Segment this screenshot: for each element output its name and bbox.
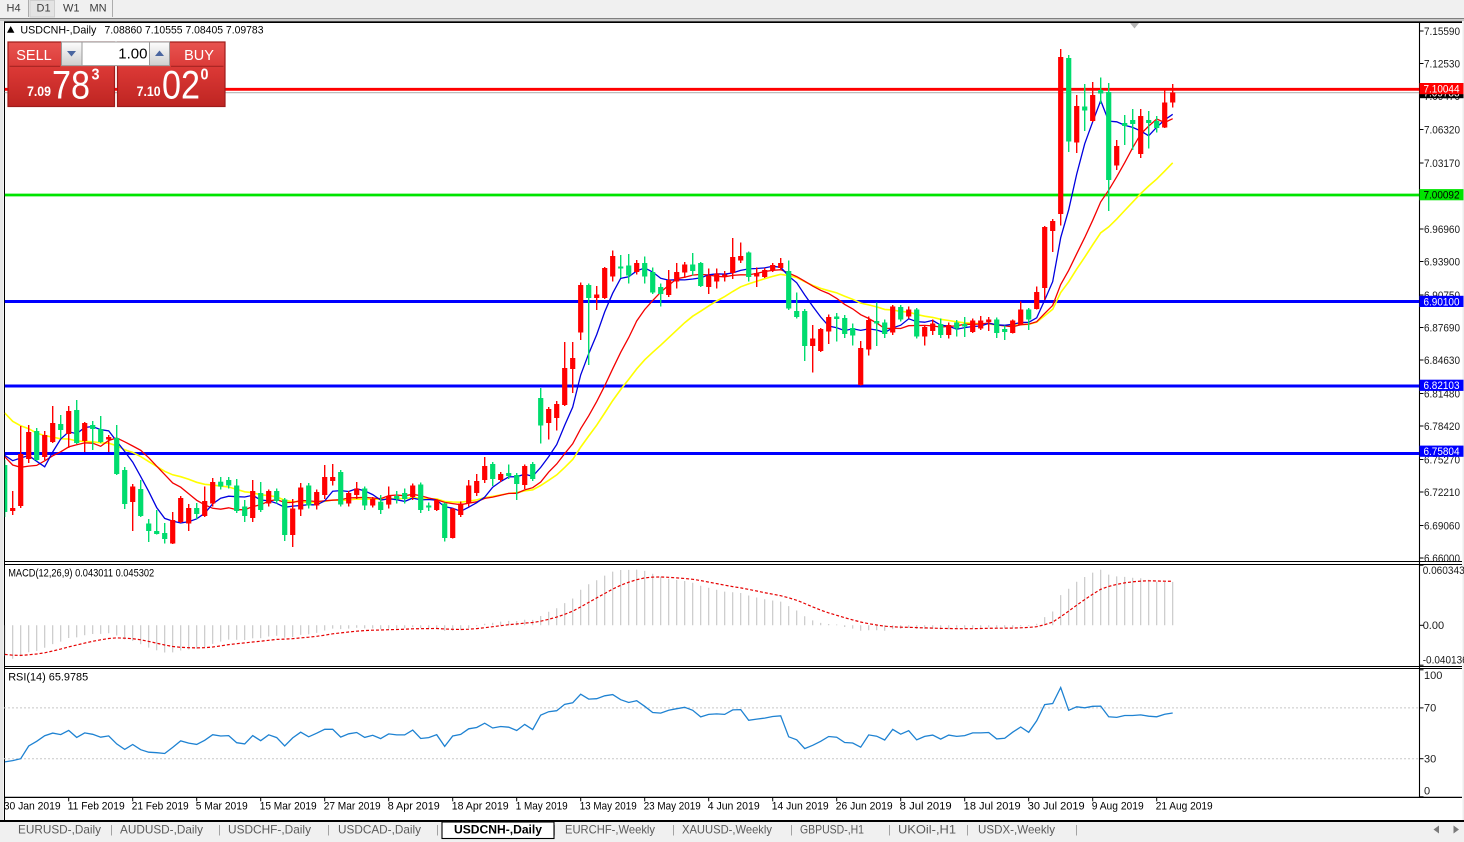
svg-text:6.66000: 6.66000: [1424, 553, 1460, 565]
svg-text:11 Feb 2019: 11 Feb 2019: [68, 801, 125, 813]
svg-text:XAUUSD-,Weekly: XAUUSD-,Weekly: [682, 823, 772, 837]
svg-text:7.03170: 7.03170: [1424, 158, 1460, 170]
svg-text:USDCNH-,Daily: USDCNH-,Daily: [454, 823, 542, 837]
svg-text:4 Jun 2019: 4 Jun 2019: [708, 801, 760, 813]
svg-text:6.78420: 6.78420: [1424, 421, 1460, 433]
svg-text:18 Apr 2019: 18 Apr 2019: [452, 801, 509, 813]
svg-text:EURCHF-,Weekly: EURCHF-,Weekly: [565, 823, 655, 837]
svg-text:18 Jul 2019: 18 Jul 2019: [964, 801, 1021, 813]
svg-text:|: |: [790, 824, 793, 836]
svg-text:8 Apr 2019: 8 Apr 2019: [388, 801, 440, 813]
svg-text:78: 78: [52, 63, 90, 107]
svg-text:1.00: 1.00: [118, 46, 147, 63]
svg-text:6.90100: 6.90100: [1424, 296, 1460, 308]
svg-text:7.08860 7.10555 7.08405 7.0978: 7.08860 7.10555 7.08405 7.09783: [105, 25, 264, 37]
svg-text:1 May 2019: 1 May 2019: [516, 801, 568, 813]
svg-text:21 Aug 2019: 21 Aug 2019: [1156, 801, 1213, 813]
svg-text:|: |: [218, 824, 221, 836]
svg-text:8 Jul 2019: 8 Jul 2019: [900, 801, 952, 813]
svg-text:RSI(14) 65.9785: RSI(14) 65.9785: [8, 672, 88, 684]
svg-text:W1: W1: [63, 3, 80, 15]
svg-text:100: 100: [1424, 670, 1442, 682]
svg-text:30 Jul 2019: 30 Jul 2019: [1028, 801, 1085, 813]
svg-text:USDX-,Weekly: USDX-,Weekly: [978, 823, 1055, 837]
svg-text:|: |: [1075, 824, 1078, 836]
svg-text:02: 02: [162, 63, 200, 107]
svg-text:6.93900: 6.93900: [1424, 256, 1460, 268]
svg-text:30: 30: [1424, 754, 1436, 766]
svg-text:9 Aug 2019: 9 Aug 2019: [1092, 801, 1144, 813]
svg-text:|: |: [966, 824, 969, 836]
svg-text:6.72210: 6.72210: [1424, 487, 1460, 499]
svg-text:MN: MN: [90, 3, 107, 15]
svg-text:15 Mar 2019: 15 Mar 2019: [260, 801, 317, 813]
svg-text:6.82103: 6.82103: [1424, 380, 1460, 392]
svg-text:7.06320: 7.06320: [1424, 124, 1460, 136]
svg-text:6.75270: 6.75270: [1424, 454, 1460, 466]
svg-text:|: |: [327, 824, 330, 836]
svg-text:0: 0: [201, 67, 209, 84]
svg-text:23 May 2019: 23 May 2019: [644, 801, 701, 813]
svg-text:6.75804: 6.75804: [1424, 446, 1460, 458]
svg-text:EURUSD-,Daily: EURUSD-,Daily: [18, 823, 101, 837]
svg-text:7.09: 7.09: [27, 83, 51, 99]
svg-text:14 Jun 2019: 14 Jun 2019: [772, 801, 829, 813]
svg-text:0: 0: [1424, 785, 1430, 797]
svg-text:UKOil-,H1: UKOil-,H1: [898, 823, 956, 837]
svg-text:|: |: [110, 824, 113, 836]
svg-text:USDCAD-,Daily: USDCAD-,Daily: [338, 823, 421, 837]
svg-text:BUY: BUY: [184, 48, 214, 64]
svg-text:6.81480: 6.81480: [1424, 388, 1460, 400]
svg-text:6.87690: 6.87690: [1424, 322, 1460, 334]
svg-text:7.15590: 7.15590: [1424, 26, 1460, 38]
svg-text:0.060343: 0.060343: [1423, 565, 1464, 577]
svg-text:27 Mar 2019: 27 Mar 2019: [324, 801, 381, 813]
svg-text:|: |: [436, 824, 439, 836]
svg-text:MACD(12,26,9) 0.043011 0.04530: MACD(12,26,9) 0.043011 0.045302: [8, 568, 154, 580]
svg-text:GBPUSD-,H1: GBPUSD-,H1: [800, 823, 864, 837]
svg-text:6.96960: 6.96960: [1424, 224, 1460, 236]
svg-text:6.69060: 6.69060: [1424, 520, 1460, 532]
svg-text:D1: D1: [37, 3, 51, 15]
svg-text:7.10044: 7.10044: [1424, 84, 1460, 96]
svg-text:|: |: [888, 824, 891, 836]
svg-text:|: |: [672, 824, 675, 836]
svg-text:30 Jan 2019: 30 Jan 2019: [4, 801, 61, 813]
svg-text:H4: H4: [7, 3, 21, 15]
svg-text:USDCHF-,Daily: USDCHF-,Daily: [228, 823, 311, 837]
svg-text:3: 3: [92, 67, 100, 84]
svg-text:7.10: 7.10: [137, 83, 161, 99]
svg-text:USDCNH-,Daily: USDCNH-,Daily: [20, 25, 96, 37]
svg-text:0.00: 0.00: [1423, 620, 1444, 632]
svg-text:5 Mar 2019: 5 Mar 2019: [196, 801, 248, 813]
svg-text:7.12530: 7.12530: [1424, 58, 1460, 70]
svg-text:26 Jun 2019: 26 Jun 2019: [836, 801, 893, 813]
svg-text:AUDUSD-,Daily: AUDUSD-,Daily: [120, 823, 203, 837]
svg-text:-0.040136: -0.040136: [1423, 654, 1464, 666]
svg-text:7.00092: 7.00092: [1424, 190, 1460, 202]
svg-text:SELL: SELL: [16, 48, 51, 64]
svg-text:70: 70: [1424, 703, 1436, 715]
svg-text:13 May 2019: 13 May 2019: [580, 801, 637, 813]
svg-text:6.84630: 6.84630: [1424, 355, 1460, 367]
svg-text:21 Feb 2019: 21 Feb 2019: [132, 801, 189, 813]
